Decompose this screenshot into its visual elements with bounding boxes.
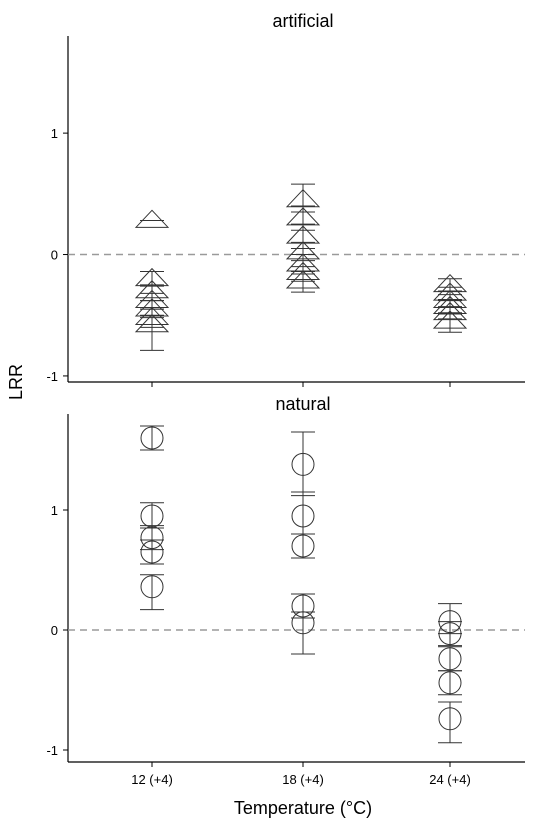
x-tick-label: 18 (+4) bbox=[282, 772, 324, 787]
triangle-point bbox=[432, 310, 468, 329]
triangle-point bbox=[134, 314, 170, 333]
y-axis-label: LRR bbox=[6, 364, 26, 400]
circle-point bbox=[140, 426, 164, 450]
triangle-point bbox=[134, 209, 170, 228]
circle-point bbox=[291, 452, 315, 476]
circle-point bbox=[438, 647, 462, 671]
circle-point bbox=[291, 504, 315, 528]
y-tick-label: 1 bbox=[51, 503, 58, 518]
circle-point bbox=[140, 540, 164, 564]
circle-point bbox=[291, 534, 315, 558]
circle-point bbox=[140, 575, 164, 599]
y-tick-label: 0 bbox=[51, 623, 58, 638]
x-axis-label: Temperature (°C) bbox=[234, 798, 372, 818]
y-tick-label: -1 bbox=[46, 743, 58, 758]
y-tick-label: 1 bbox=[51, 126, 58, 141]
circle-point bbox=[291, 611, 315, 635]
circle-point bbox=[438, 622, 462, 646]
panel-natural: natural 1 0 -1 12 (+4) 18 (+4) 24 (+4) bbox=[46, 394, 525, 787]
panel-title: artificial bbox=[272, 11, 333, 31]
y-tick-label: -1 bbox=[46, 369, 58, 384]
panel-title: natural bbox=[275, 394, 330, 414]
triangle-point bbox=[285, 270, 321, 289]
circle-point bbox=[438, 671, 462, 695]
x-tick-label: 24 (+4) bbox=[429, 772, 471, 787]
x-tick-label: 12 (+4) bbox=[131, 772, 173, 787]
panel-artificial: artificial 1 0 -1 bbox=[46, 11, 525, 387]
y-tick-label: 0 bbox=[51, 248, 58, 263]
circle-point bbox=[438, 707, 462, 731]
